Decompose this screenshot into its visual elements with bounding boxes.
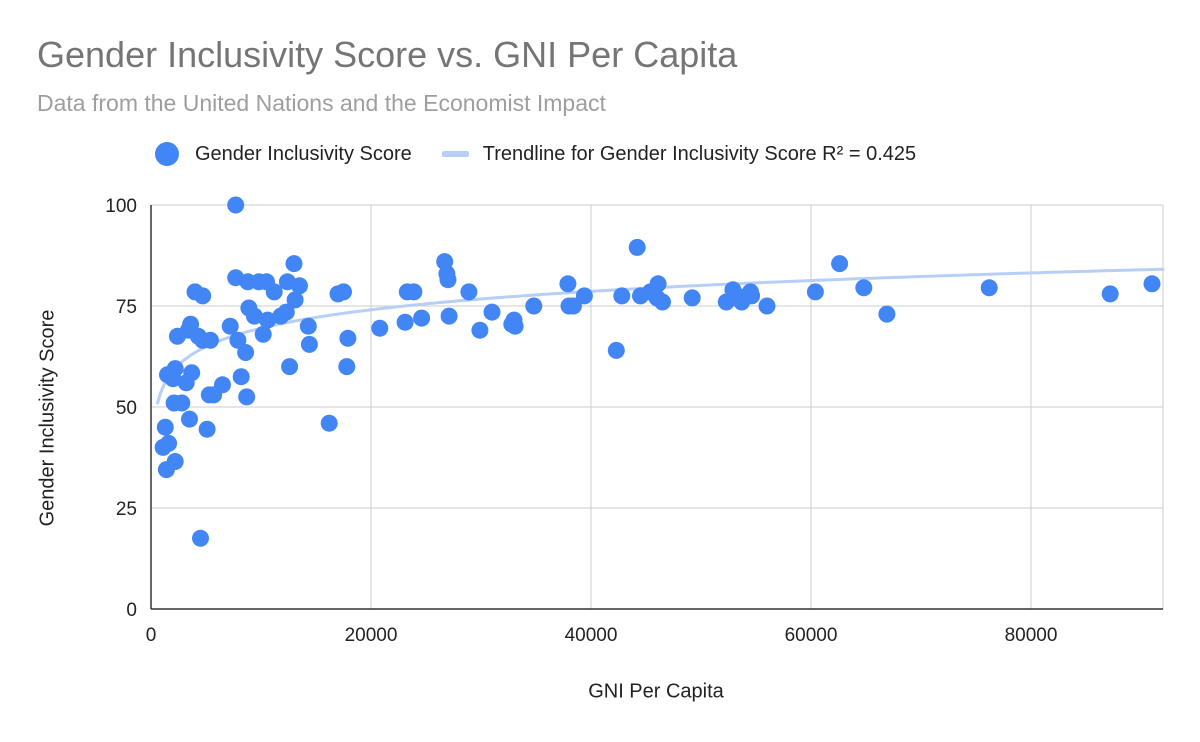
- data-point: [299, 317, 317, 335]
- data-point: [182, 315, 200, 333]
- data-point: [613, 287, 631, 305]
- grid-lines: [151, 204, 1164, 609]
- trendline: [156, 267, 1165, 405]
- axes: [150, 205, 1163, 610]
- chart-title: Gender Inclusivity Score vs. GNI Per Cap…: [37, 34, 738, 75]
- data-point: [405, 283, 423, 301]
- data-point: [525, 297, 543, 315]
- data-point: [277, 303, 295, 321]
- data-point: [338, 358, 356, 376]
- data-point: [1143, 275, 1161, 293]
- legend-marker-line-icon: [441, 151, 469, 157]
- data-point: [320, 414, 338, 432]
- data-point: [743, 287, 761, 305]
- data-point: [335, 283, 352, 301]
- data-point: [649, 275, 667, 293]
- data-point: [855, 279, 873, 297]
- data-point: [439, 271, 457, 289]
- data-point: [300, 335, 318, 353]
- data-point: [166, 360, 184, 378]
- data-point: [483, 303, 501, 321]
- x-tick-label: 40000: [565, 625, 618, 646]
- x-tick-label: 60000: [785, 625, 838, 646]
- y-axis-label: Gender Inclusivity Score: [36, 309, 59, 527]
- data-point: [232, 368, 250, 386]
- data-point: [156, 418, 174, 436]
- data-point: [831, 255, 849, 273]
- data-point: [413, 309, 431, 327]
- data-point: [229, 331, 247, 349]
- data-point: [221, 317, 239, 335]
- data-point: [339, 329, 357, 347]
- data-point: [181, 410, 198, 428]
- data-point: [628, 238, 646, 256]
- data-point: [506, 317, 524, 335]
- data-point: [460, 283, 478, 301]
- data-point: [806, 283, 824, 301]
- data-point: [198, 420, 216, 438]
- data-point: [227, 196, 245, 214]
- legend-item-trendline[interactable]: Trendline for Gender Inclusivity Score R…: [412, 143, 916, 166]
- data-point: [654, 293, 671, 311]
- data-point: [192, 529, 209, 547]
- tick-labels: 0 25 50 75 100 0 20000 40000 60000 80000: [105, 196, 1057, 646]
- data-point: [194, 287, 212, 305]
- trendline-group: [156, 267, 1165, 405]
- data-point: [396, 313, 414, 331]
- data-point: [285, 255, 303, 273]
- data-point: [286, 291, 304, 309]
- data-point: [291, 277, 308, 295]
- data-point: [173, 394, 191, 412]
- data-point: [564, 297, 582, 315]
- x-tick-label: 80000: [1005, 625, 1058, 646]
- data-point: [201, 331, 219, 349]
- data-point: [1101, 285, 1119, 303]
- data-point: [237, 344, 255, 361]
- x-tick-label: 20000: [345, 625, 398, 646]
- data-point: [440, 307, 458, 325]
- data-point: [575, 287, 593, 305]
- legend-item-scores[interactable]: Gender Inclusivity Score: [155, 142, 412, 166]
- data-point: [878, 305, 896, 323]
- data-point: [607, 341, 625, 359]
- x-axis-label: GNI Per Capita: [588, 680, 724, 703]
- data-point: [183, 364, 201, 382]
- data-point: [559, 275, 577, 293]
- y-tick-label: 75: [116, 297, 137, 318]
- data-points: [154, 196, 1161, 547]
- y-tick-label: 0: [126, 600, 137, 621]
- data-point: [214, 376, 231, 394]
- x-tick-label: 0: [146, 625, 157, 646]
- legend-label-scores: Gender Inclusivity Score: [195, 142, 412, 165]
- legend: Gender Inclusivity Score Trendline for G…: [155, 142, 916, 166]
- data-point: [471, 321, 489, 339]
- data-point: [238, 388, 256, 406]
- data-point: [265, 283, 283, 301]
- chart-subtitle: Data from the United Nations and the Eco…: [37, 90, 606, 116]
- data-point: [980, 279, 998, 297]
- data-point: [371, 319, 389, 337]
- y-tick-label: 25: [116, 499, 137, 520]
- y-tick-label: 100: [105, 196, 137, 217]
- data-point: [259, 311, 277, 329]
- legend-label-trendline: Trendline for Gender Inclusivity Score R…: [482, 142, 917, 165]
- data-point: [758, 297, 776, 315]
- data-point: [245, 307, 263, 325]
- data-point: [160, 434, 178, 452]
- y-tick-label: 50: [116, 398, 137, 419]
- legend-marker-dot-icon: [155, 142, 179, 166]
- data-point: [683, 289, 701, 307]
- data-point: [166, 453, 184, 470]
- data-point: [281, 358, 299, 376]
- data-point: [254, 325, 272, 343]
